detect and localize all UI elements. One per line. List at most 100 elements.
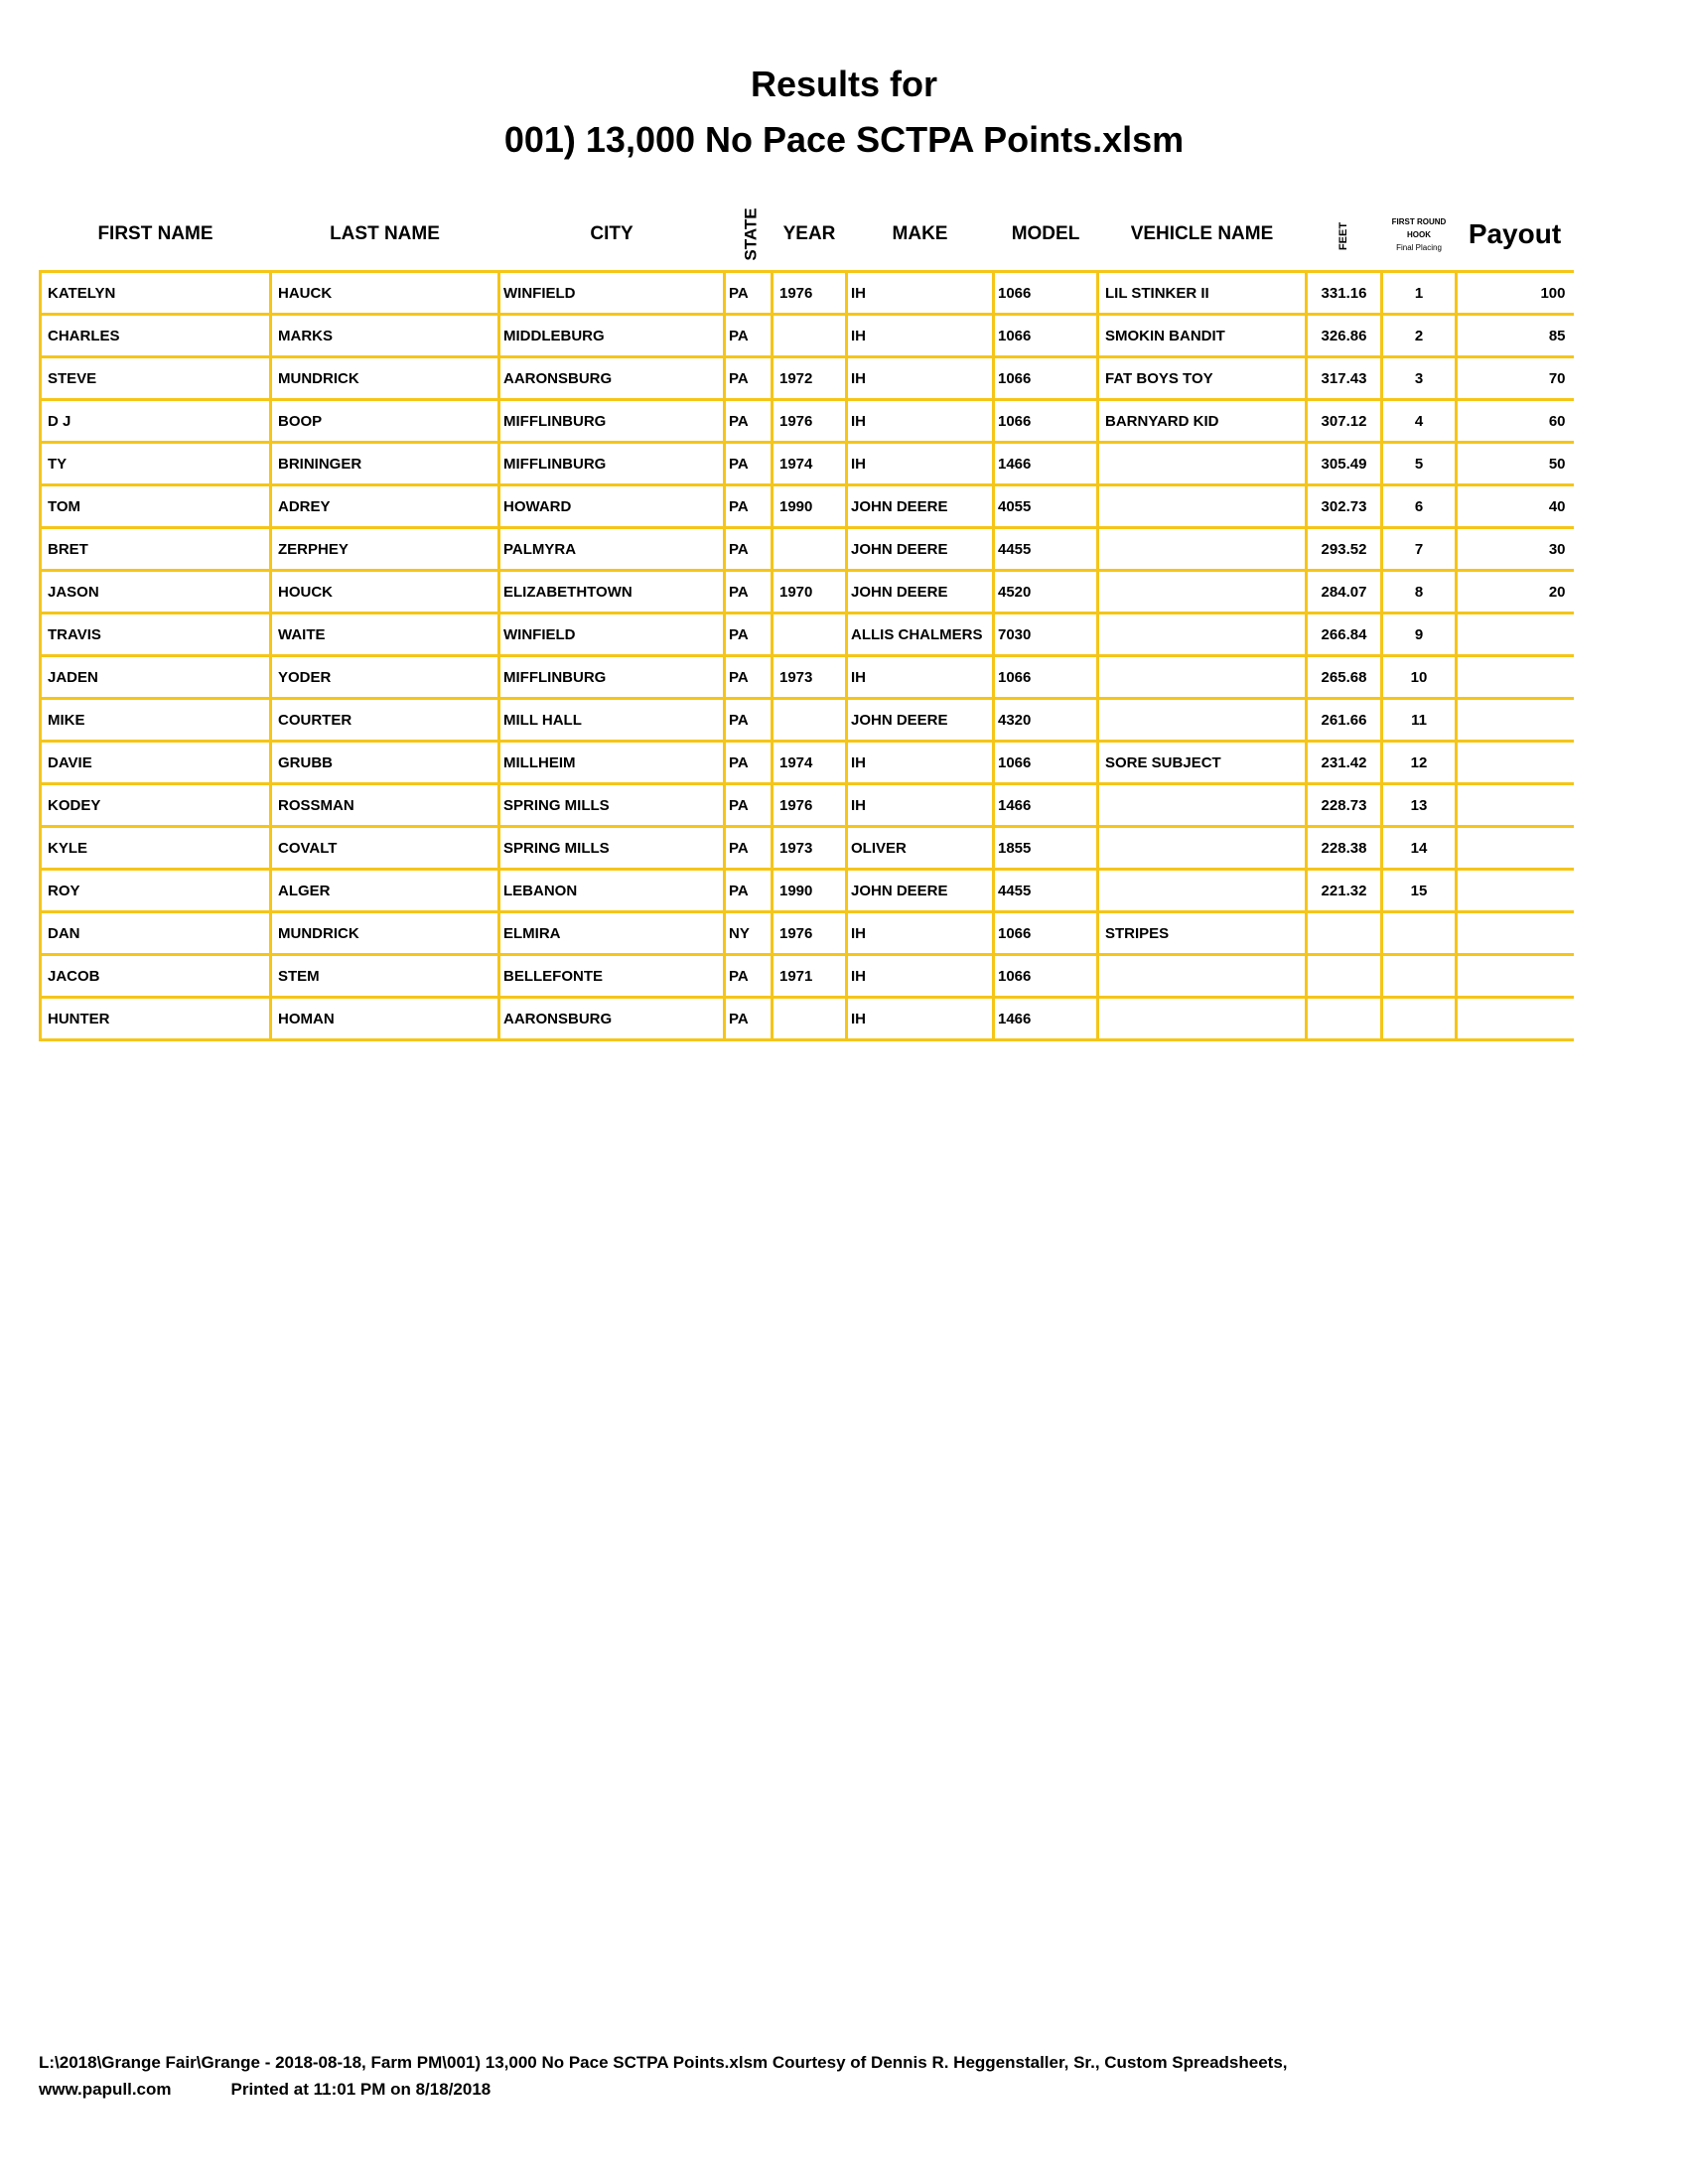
cell-vehicle-name: [1096, 441, 1308, 486]
cell-state: PA: [723, 526, 774, 572]
cell-first-name: TRAVIS: [39, 612, 272, 657]
cell-placing: 12: [1380, 740, 1458, 785]
cell-feet: 302.73: [1305, 483, 1383, 529]
header-hook-line3: Final Placing: [1396, 242, 1442, 252]
cell-vehicle-name: [1096, 825, 1308, 871]
cell-state: PA: [723, 868, 774, 913]
table-row: CHARLES MARKS MIDDLEBURG PA IH 1066 SMOKIN BAN…: [39, 313, 1574, 358]
report-title: Results for: [750, 64, 938, 104]
cell-payout: 20: [1455, 569, 1574, 614]
cell-vehicle-name: [1096, 996, 1308, 1041]
header-hook: FIRST ROUND HOOK Final Placing: [1382, 199, 1457, 272]
cell-make: IH: [845, 355, 995, 401]
cell-feet: 305.49: [1305, 441, 1383, 486]
cell-year: 1973: [771, 654, 848, 700]
cell-year: 1976: [771, 910, 848, 956]
cell-state: PA: [723, 654, 774, 700]
cell-model: 1466: [992, 441, 1099, 486]
cell-state: PA: [723, 825, 774, 871]
cell-year: 1990: [771, 483, 848, 529]
cell-model: 1066: [992, 910, 1099, 956]
table-row: MIKE COURTER MILL HALL PA JOHN DEERE 4320 261.…: [39, 697, 1574, 743]
cell-state: PA: [723, 270, 774, 316]
cell-year: 1974: [771, 441, 848, 486]
cell-payout: 70: [1455, 355, 1574, 401]
cell-city: SPRING MILLS: [497, 782, 726, 828]
cell-city: WINFIELD: [497, 612, 726, 657]
cell-city: MILLHEIM: [497, 740, 726, 785]
header-payout: Payout: [1468, 218, 1562, 249]
cell-city: MIFFLINBURG: [497, 654, 726, 700]
cell-city: MIFFLINBURG: [497, 398, 726, 444]
cell-state: PA: [723, 782, 774, 828]
cell-feet: 228.38: [1305, 825, 1383, 871]
cell-year: 1972: [771, 355, 848, 401]
cell-last-name: YODER: [269, 654, 500, 700]
cell-feet: [1305, 996, 1383, 1041]
cell-year: 1976: [771, 398, 848, 444]
header-city: CITY: [590, 223, 633, 244]
cell-payout: [1455, 740, 1574, 785]
cell-model: 1066: [992, 355, 1099, 401]
cell-last-name: ZERPHEY: [269, 526, 500, 572]
cell-city: BELLEFONTE: [497, 953, 726, 999]
cell-vehicle-name: [1096, 868, 1308, 913]
cell-year: [771, 526, 848, 572]
cell-make: ALLIS CHALMERS: [845, 612, 995, 657]
cell-first-name: STEVE: [39, 355, 272, 401]
header-state: STATE: [725, 199, 773, 272]
cell-city: PALMYRA: [497, 526, 726, 572]
cell-payout: 40: [1455, 483, 1574, 529]
cell-feet: 307.12: [1305, 398, 1383, 444]
cell-year: 1970: [771, 569, 848, 614]
cell-feet: 221.32: [1305, 868, 1383, 913]
cell-model: 1855: [992, 825, 1099, 871]
table-row: JASON HOUCK ELIZABETHTOWN PA 1970 JOHN DEERE 4…: [39, 569, 1574, 614]
cell-state: PA: [723, 355, 774, 401]
cell-last-name: WAITE: [269, 612, 500, 657]
report-filename: 001) 13,000 No Pace SCTPA Points.xlsm: [503, 119, 1185, 160]
footer-website: www.papull.com: [39, 2080, 172, 2099]
table-row: JACOB STEM BELLEFONTE PA 1971 IH 1066: [39, 953, 1574, 999]
cell-city: SPRING MILLS: [497, 825, 726, 871]
header-hook-line1: FIRST ROUND: [1391, 216, 1447, 226]
cell-state: PA: [723, 569, 774, 614]
cell-feet: 265.68: [1305, 654, 1383, 700]
cell-vehicle-name: SORE SUBJECT: [1096, 740, 1308, 785]
cell-make: IH: [845, 740, 995, 785]
cell-make: IH: [845, 654, 995, 700]
cell-feet: 231.42: [1305, 740, 1383, 785]
cell-year: 1971: [771, 953, 848, 999]
header-vehicle-name: VEHICLE NAME: [1130, 223, 1274, 244]
cell-payout: 85: [1455, 313, 1574, 358]
cell-placing: 5: [1380, 441, 1458, 486]
table-row: HUNTER HOMAN AARONSBURG PA IH 1466: [39, 996, 1574, 1041]
cell-payout: 60: [1455, 398, 1574, 444]
cell-placing: [1380, 996, 1458, 1041]
table-row: JADEN YODER MIFFLINBURG PA 1973 IH 1066 265.68 1…: [39, 654, 1574, 700]
table-row: TRAVIS WAITE WINFIELD PA ALLIS CHALMERS 7030 2…: [39, 612, 1574, 657]
cell-placing: 1: [1380, 270, 1458, 316]
cell-first-name: HUNTER: [39, 996, 272, 1041]
cell-city: AARONSBURG: [497, 355, 726, 401]
cell-payout: [1455, 825, 1574, 871]
cell-payout: [1455, 996, 1574, 1041]
header-year: YEAR: [782, 223, 836, 244]
header-first-name: FIRST NAME: [97, 223, 213, 244]
cell-city: LEBANON: [497, 868, 726, 913]
cell-feet: 261.66: [1305, 697, 1383, 743]
cell-vehicle-name: STRIPES: [1096, 910, 1308, 956]
cell-state: PA: [723, 441, 774, 486]
table-row: STEVE MUNDRICK AARONSBURG PA 1972 IH 1066 FAT B…: [39, 355, 1574, 401]
cell-feet: 293.52: [1305, 526, 1383, 572]
cell-payout: [1455, 953, 1574, 999]
cell-first-name: JASON: [39, 569, 272, 614]
cell-model: 4455: [992, 868, 1099, 913]
cell-last-name: BRININGER: [269, 441, 500, 486]
header-last-name: LAST NAME: [330, 223, 440, 244]
cell-make: IH: [845, 313, 995, 358]
cell-feet: 228.73: [1305, 782, 1383, 828]
cell-payout: 50: [1455, 441, 1574, 486]
cell-model: 7030: [992, 612, 1099, 657]
header-row: FIRST NAME LAST NAME CITY STATE YEAR MAK…: [41, 199, 1574, 272]
